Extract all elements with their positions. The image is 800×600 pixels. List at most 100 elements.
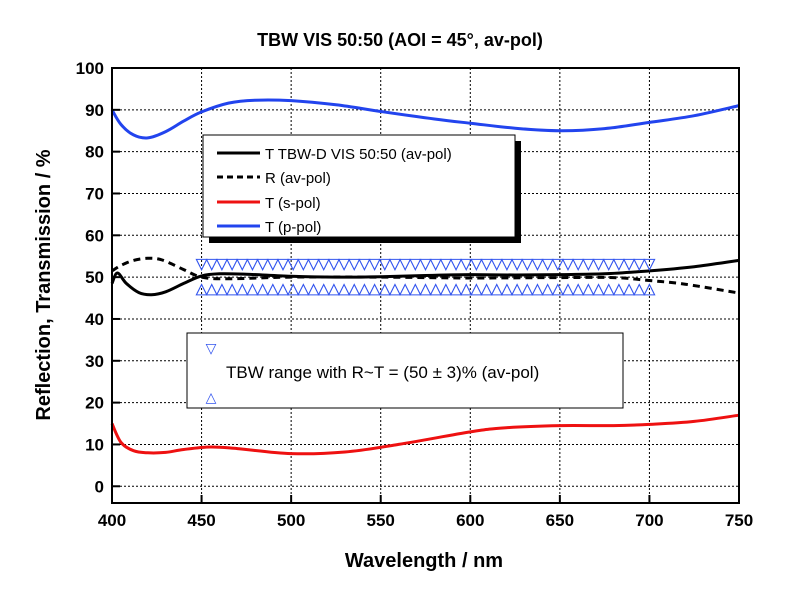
- y-tick-label-20: 20: [85, 394, 104, 413]
- legend-label-t-p: T (p-pol): [265, 219, 321, 236]
- tbw-marker-lower-43: [633, 283, 646, 296]
- tbw-marker-lower-10: [297, 283, 310, 296]
- tbw-markers: [195, 258, 656, 296]
- tbw-marker-lower-21: [409, 283, 422, 296]
- tbw-marker-upper-17: [368, 258, 381, 272]
- tbw-marker-upper-33: [531, 258, 544, 272]
- plot-frame: [111, 67, 740, 504]
- tbw-marker-lower-35: [551, 283, 564, 296]
- y-tick-label-70: 70: [85, 184, 104, 203]
- tbw-marker-upper-28: [480, 258, 493, 272]
- tbw-marker-lower-39: [592, 283, 605, 296]
- x-tick-label-450: 450: [187, 511, 215, 530]
- tbw-marker-upper-8: [276, 258, 290, 272]
- x-tick-label-600: 600: [456, 511, 484, 530]
- tbw-marker-lower-41: [612, 283, 625, 296]
- tbw-marker-upper-29: [490, 258, 503, 272]
- y-axis-label: Reflection, Transmission / %: [33, 149, 55, 420]
- tbw-marker-lower-3: [226, 283, 239, 296]
- y-tick-label-90: 90: [85, 101, 104, 120]
- tbw-marker-upper-1: [205, 258, 218, 272]
- annotation-text: TBW range with R~T = (50 ± 3)% (av-pol): [226, 363, 539, 382]
- tbw-marker-lower-0: [195, 283, 208, 296]
- tbw-marker-lower-2: [215, 283, 229, 296]
- tbw-marker-upper-24: [439, 258, 452, 272]
- y-tick-label-50: 50: [85, 268, 104, 287]
- series-line-t-tbw-av-pol: [110, 258, 740, 297]
- annotation-up-triangle-icon: △: [206, 389, 217, 405]
- x-axis-label: Wavelength / nm: [345, 550, 503, 572]
- tbw-marker-upper-6: [256, 258, 269, 272]
- tbw-marker-lower-26: [460, 283, 473, 296]
- tbw-marker-upper-7: [266, 258, 279, 272]
- tbw-marker-lower-25: [449, 283, 463, 296]
- y-tick-label-30: 30: [85, 352, 104, 371]
- x-tick-label-550: 550: [367, 511, 395, 530]
- tbw-marker-lower-18: [378, 283, 391, 296]
- tbw-marker-upper-30: [500, 258, 514, 272]
- tbw-marker-upper-31: [511, 258, 524, 272]
- tbw-marker-lower-29: [490, 283, 503, 296]
- x-tick-label-500: 500: [277, 511, 305, 530]
- y-tick-label-40: 40: [85, 310, 104, 329]
- tbw-marker-upper-20: [399, 258, 412, 272]
- tbw-marker-lower-34: [541, 283, 554, 296]
- tbw-marker-lower-27: [470, 283, 483, 296]
- tbw-marker-lower-42: [622, 283, 636, 296]
- tbw-marker-lower-32: [521, 283, 534, 296]
- tbw-marker-lower-13: [327, 283, 340, 296]
- legend-label-t-av: T TBW-D VIS 50:50 (av-pol): [265, 146, 452, 163]
- tbw-marker-upper-3: [226, 258, 239, 272]
- y-tick-label-60: 60: [85, 226, 104, 245]
- tbw-marker-lower-31: [511, 283, 524, 296]
- tbw-marker-lower-4: [236, 283, 249, 296]
- annotation-down-triangle-icon: ▽: [206, 340, 217, 356]
- tbw-marker-lower-40: [602, 283, 615, 296]
- tbw-marker-upper-26: [460, 258, 473, 272]
- y-tick-label-0: 0: [95, 477, 104, 496]
- y-tick-label-10: 10: [85, 435, 104, 454]
- tbw-marker-upper-4: [236, 258, 249, 272]
- tbw-marker-lower-38: [582, 283, 595, 296]
- tbw-marker-lower-7: [266, 283, 279, 296]
- tbw-marker-lower-1: [205, 283, 218, 296]
- tbw-marker-upper-44: [643, 258, 656, 272]
- tbw-marker-upper-5: [246, 258, 259, 272]
- tbw-marker-upper-40: [602, 258, 615, 272]
- tbw-marker-upper-15: [348, 258, 361, 272]
- tbw-marker-upper-19: [388, 258, 402, 272]
- series-group: [110, 98, 740, 456]
- tbw-marker-lower-22: [419, 283, 432, 296]
- tbw-marker-upper-42: [622, 258, 636, 272]
- tbw-marker-upper-9: [287, 258, 300, 272]
- tbw-marker-upper-39: [592, 258, 605, 272]
- tbw-marker-upper-18: [378, 258, 391, 272]
- tbw-marker-upper-23: [429, 258, 442, 272]
- tbw-marker-lower-36: [561, 283, 575, 296]
- legend-label-r-av: R (av-pol): [265, 170, 331, 187]
- tbw-marker-lower-20: [399, 283, 412, 296]
- tbw-marker-upper-16: [358, 258, 371, 272]
- tbw-marker-upper-32: [521, 258, 534, 272]
- tbw-marker-upper-13: [327, 258, 340, 272]
- tbw-marker-upper-2: [215, 258, 229, 272]
- tbw-marker-upper-0: [195, 258, 208, 272]
- annotation-frame: [186, 332, 624, 409]
- axis-ticks: 400 450 500 550 600 650 700 750 0 10 20 30 40 50 60 70 8…: [76, 59, 754, 530]
- tbw-marker-lower-24: [439, 283, 452, 296]
- x-tick-label-400: 400: [98, 511, 126, 530]
- tbw-marker-lower-28: [480, 283, 493, 296]
- tbw-marker-upper-37: [572, 258, 585, 272]
- tbw-marker-lower-30: [500, 283, 514, 296]
- tbw-marker-upper-27: [470, 258, 483, 272]
- tbw-marker-lower-19: [388, 283, 402, 296]
- legend: T TBW-D VIS 50:50 (av-pol) R (av-pol) T …: [202, 134, 521, 243]
- tbw-marker-upper-38: [582, 258, 595, 272]
- tbw-marker-lower-17: [368, 283, 381, 296]
- tbw-marker-lower-11: [307, 283, 320, 296]
- series-line-t-s-pol: [110, 413, 740, 456]
- tbw-marker-lower-23: [429, 283, 442, 296]
- tbw-marker-lower-14: [337, 283, 351, 296]
